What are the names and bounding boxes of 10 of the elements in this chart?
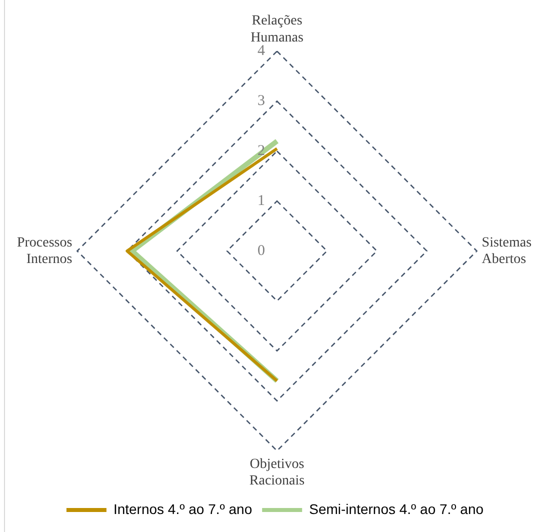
y-tick-label: 1 <box>258 192 265 209</box>
spoke-label: Sistemas Abertos <box>482 235 532 268</box>
legend-label: Internos 4.º ao 7.º ano <box>113 500 252 517</box>
spoke-label: Objetivos Racionais <box>249 456 305 489</box>
y-tick-label: 3 <box>258 93 265 110</box>
spoke-label: Processos Internos <box>16 235 72 268</box>
spoke-label: Relações Humanas <box>250 14 304 46</box>
y-tick-label: 0 <box>258 242 265 259</box>
y-tick-label: 4 <box>258 43 266 60</box>
legend-label: Semi-internos 4.º ao 7.º ano <box>309 500 484 517</box>
